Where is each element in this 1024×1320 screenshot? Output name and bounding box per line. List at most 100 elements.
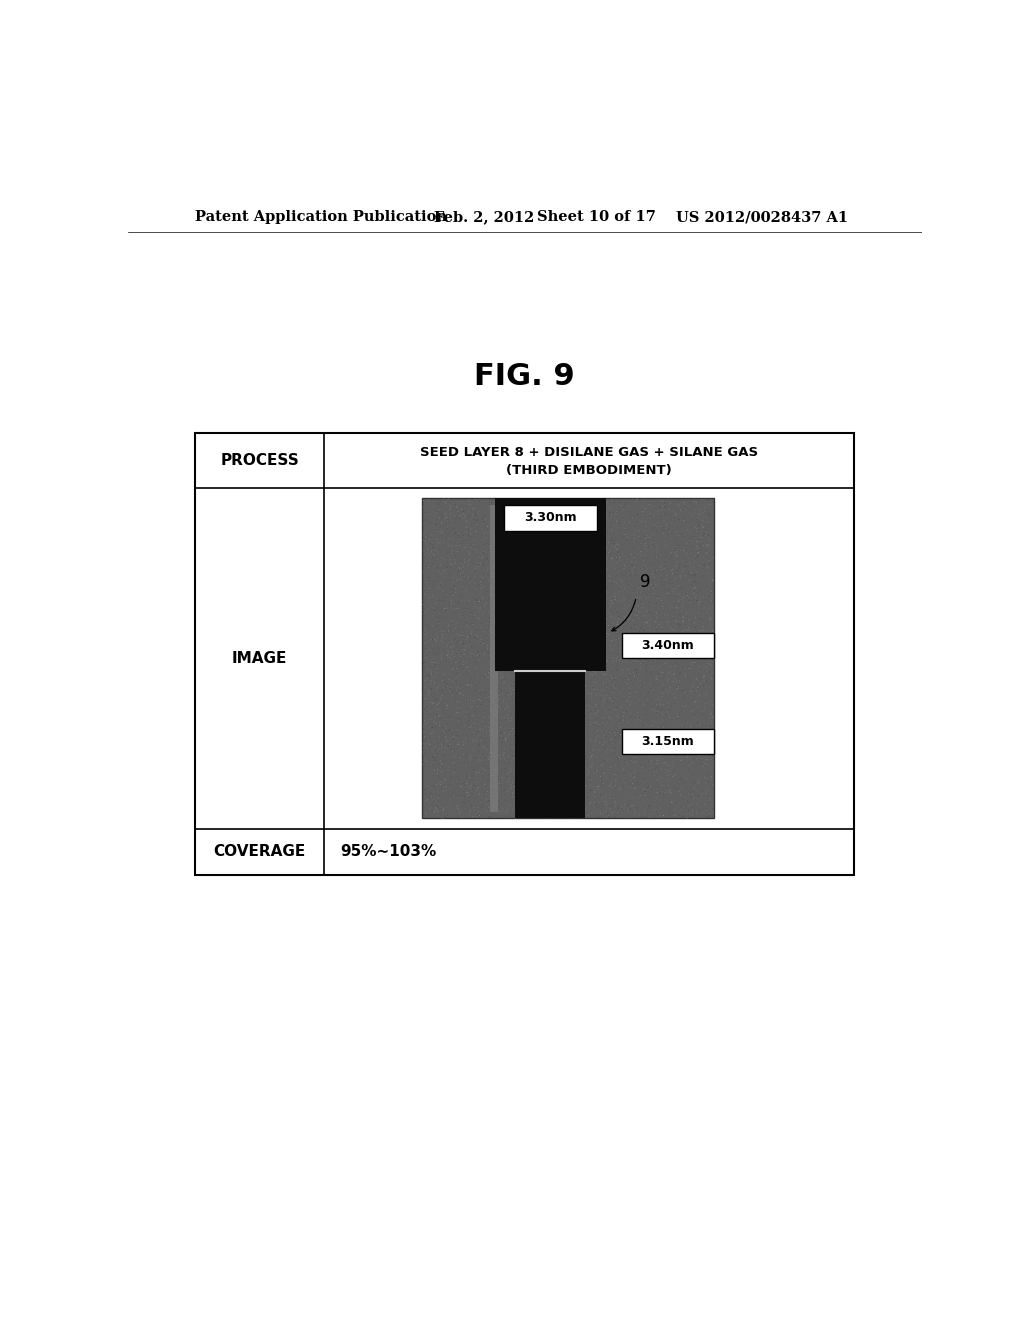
Point	[492, 675, 508, 696]
Point	[457, 537, 473, 558]
Point	[602, 797, 618, 818]
Point	[438, 569, 455, 590]
Point	[514, 599, 530, 620]
Point	[646, 711, 663, 733]
Point	[479, 630, 496, 651]
Point	[465, 730, 481, 751]
Point	[611, 606, 628, 627]
Point	[652, 573, 669, 594]
Point	[478, 697, 495, 718]
Point	[688, 620, 705, 642]
Point	[543, 686, 559, 708]
Point	[537, 531, 553, 552]
Point	[449, 498, 465, 519]
Point	[582, 653, 598, 675]
Point	[475, 631, 492, 652]
Point	[599, 803, 615, 824]
Point	[666, 801, 682, 822]
Point	[584, 744, 600, 766]
Point	[455, 502, 471, 523]
Point	[429, 508, 445, 529]
Point	[560, 513, 577, 535]
Point	[544, 546, 560, 568]
Point	[484, 750, 501, 771]
Point	[431, 560, 447, 581]
Point	[542, 797, 558, 818]
Point	[608, 677, 625, 698]
Point	[582, 758, 598, 779]
Point	[472, 618, 488, 639]
Point	[693, 690, 710, 711]
Point	[685, 789, 701, 810]
Point	[494, 502, 510, 523]
Point	[505, 627, 521, 648]
Point	[668, 686, 684, 708]
Point	[582, 520, 598, 541]
Point	[700, 752, 717, 774]
Point	[615, 797, 632, 818]
Point	[658, 565, 675, 586]
Point	[532, 576, 549, 597]
Point	[518, 642, 535, 663]
Point	[495, 727, 511, 748]
Point	[540, 785, 556, 807]
Point	[453, 500, 469, 521]
Point	[602, 616, 618, 638]
Point	[438, 583, 455, 605]
Point	[626, 591, 642, 612]
Point	[459, 781, 475, 803]
Point	[681, 643, 697, 664]
Point	[529, 791, 546, 812]
Point	[664, 495, 680, 516]
Point	[501, 685, 517, 706]
Point	[633, 657, 649, 678]
Point	[509, 684, 525, 705]
Point	[553, 804, 569, 825]
Point	[475, 739, 492, 760]
Point	[656, 521, 673, 543]
Point	[434, 772, 451, 793]
Point	[609, 795, 626, 816]
Point	[450, 797, 466, 818]
Point	[478, 671, 495, 692]
Point	[531, 590, 548, 611]
Point	[683, 603, 699, 624]
Point	[647, 594, 664, 615]
Point	[493, 668, 509, 689]
Point	[449, 760, 465, 781]
Point	[572, 515, 589, 536]
Point	[603, 527, 620, 548]
Point	[468, 589, 484, 610]
Point	[648, 491, 665, 512]
Point	[561, 622, 578, 643]
Point	[572, 590, 589, 611]
Point	[528, 709, 545, 730]
Point	[681, 496, 697, 517]
Point	[453, 529, 469, 550]
Point	[692, 540, 709, 561]
Point	[556, 784, 572, 805]
Point	[432, 768, 449, 789]
Point	[418, 651, 434, 672]
Point	[628, 721, 644, 742]
Point	[664, 721, 680, 742]
Point	[637, 539, 653, 560]
Point	[498, 572, 514, 593]
Point	[604, 678, 621, 700]
Point	[427, 706, 443, 727]
Point	[573, 752, 590, 774]
Point	[678, 644, 694, 665]
Point	[658, 515, 675, 536]
Point	[591, 627, 607, 648]
Point	[670, 710, 686, 731]
Point	[580, 746, 596, 767]
Point	[520, 743, 537, 764]
Point	[615, 789, 632, 810]
Point	[458, 690, 474, 711]
Point	[443, 671, 460, 692]
Point	[432, 689, 449, 710]
Point	[603, 506, 620, 527]
Point	[590, 726, 606, 747]
Point	[572, 779, 589, 800]
Point	[695, 723, 712, 744]
